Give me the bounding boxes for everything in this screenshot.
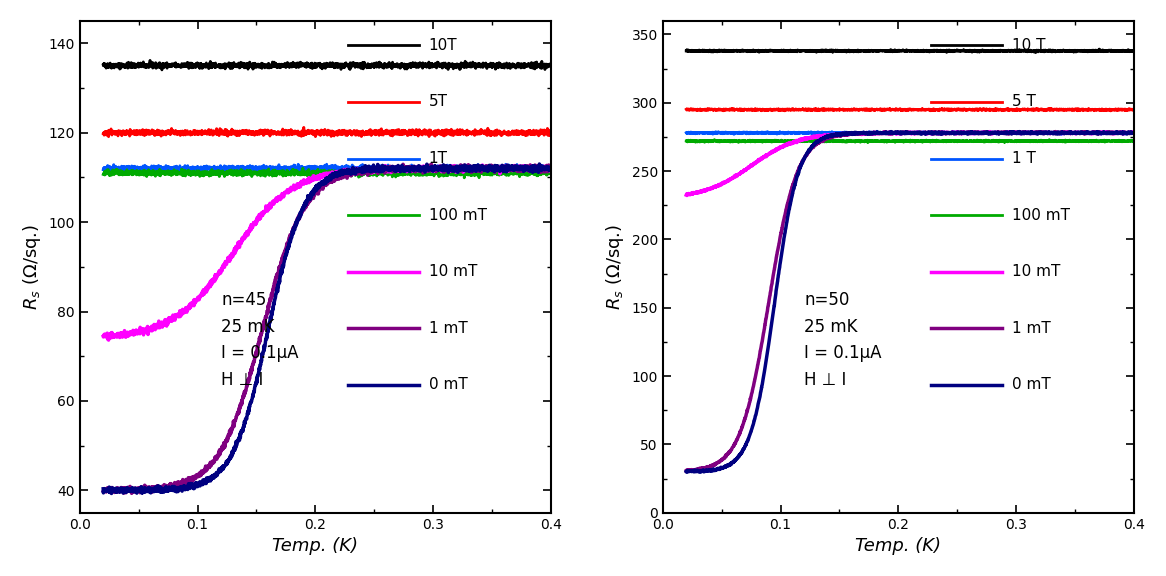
- Text: 10T: 10T: [429, 38, 457, 53]
- Text: n=45
25 mK
I = 0.1μA
H ⊥ I: n=45 25 mK I = 0.1μA H ⊥ I: [222, 291, 298, 389]
- Text: 100 mT: 100 mT: [429, 207, 486, 223]
- Text: 100 mT: 100 mT: [1012, 207, 1069, 223]
- Text: 5 T: 5 T: [1012, 94, 1035, 109]
- Text: 1 mT: 1 mT: [1012, 321, 1051, 336]
- Text: n=50
25 mK
I = 0.1μA
H ⊥ I: n=50 25 mK I = 0.1μA H ⊥ I: [805, 291, 881, 389]
- X-axis label: Temp. (K): Temp. (K): [856, 537, 941, 555]
- Text: 0 mT: 0 mT: [1012, 377, 1051, 392]
- Text: 10 T: 10 T: [1012, 38, 1045, 53]
- Text: 0 mT: 0 mT: [429, 377, 468, 392]
- Text: 1 T: 1 T: [1012, 151, 1035, 166]
- Y-axis label: $R_s$ ($\Omega$/sq.): $R_s$ ($\Omega$/sq.): [21, 223, 43, 310]
- Text: 10 mT: 10 mT: [429, 264, 477, 279]
- Y-axis label: $R_s$ ($\Omega$/sq.): $R_s$ ($\Omega$/sq.): [604, 223, 626, 310]
- X-axis label: Temp. (K): Temp. (K): [273, 537, 358, 555]
- Text: 5T: 5T: [429, 94, 448, 109]
- Text: 1T: 1T: [429, 151, 448, 166]
- Text: 10 mT: 10 mT: [1012, 264, 1060, 279]
- Text: 1 mT: 1 mT: [429, 321, 468, 336]
